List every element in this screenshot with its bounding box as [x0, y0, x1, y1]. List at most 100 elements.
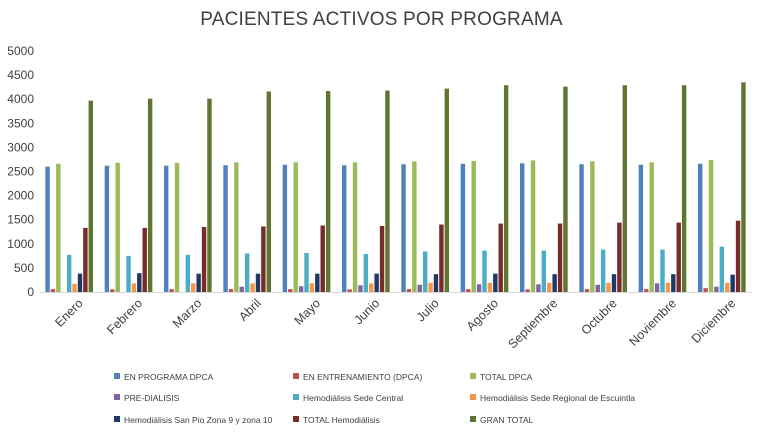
- bar: [547, 282, 552, 292]
- bar: [169, 289, 174, 292]
- x-tick-label: Octubre: [578, 296, 619, 337]
- legend-label: TOTAL DPCA: [480, 372, 533, 382]
- legend-label: Hemodiálisis San Pio Zona 9 y zona 10: [124, 415, 273, 425]
- x-tick-label: Agosto: [464, 296, 501, 333]
- bar: [482, 250, 487, 292]
- bar: [147, 98, 153, 292]
- bar: [261, 226, 266, 292]
- bar: [665, 282, 671, 292]
- bar: [137, 273, 142, 292]
- bar: [115, 162, 120, 292]
- bar: [520, 163, 525, 292]
- legend-label: PRE-DIALISIS: [124, 393, 180, 403]
- bar: [525, 289, 530, 292]
- legend-swatch: [470, 416, 476, 422]
- y-tick-label: 3000: [7, 140, 34, 154]
- bar: [293, 162, 298, 292]
- bar: [681, 85, 687, 292]
- legend-swatch: [293, 416, 299, 422]
- bar: [719, 246, 725, 292]
- bar: [196, 273, 201, 292]
- bar: [476, 284, 482, 292]
- bar: [735, 220, 741, 292]
- bar: [66, 254, 72, 292]
- x-tick-label: Enero: [52, 296, 86, 330]
- bar: [741, 82, 746, 292]
- bar: [730, 274, 735, 292]
- bar: [698, 163, 703, 292]
- bar: [466, 289, 471, 292]
- x-tick-label: Julio: [414, 296, 442, 324]
- bar: [228, 289, 234, 292]
- bar: [422, 251, 428, 292]
- bar: [374, 273, 379, 292]
- bar: [201, 226, 207, 292]
- bar: [131, 283, 137, 292]
- bar: [460, 163, 466, 292]
- bar: [110, 289, 115, 292]
- bar: [207, 98, 212, 292]
- x-tick-label: Mayo: [292, 296, 324, 328]
- bar: [503, 85, 509, 292]
- bar: [417, 284, 422, 292]
- x-tick-label: Junio: [351, 296, 382, 327]
- bar: [714, 286, 719, 292]
- bar: [50, 289, 56, 292]
- legend-label: EN ENTRENAMIENTO (DPCA): [303, 372, 422, 382]
- bar: [622, 85, 627, 292]
- bar: [606, 282, 611, 292]
- bar: [638, 164, 644, 292]
- bar: [45, 166, 50, 292]
- bar: [541, 250, 547, 292]
- bar: [234, 162, 239, 292]
- x-tick-label: Septiembre: [505, 296, 560, 351]
- bar: [363, 253, 369, 292]
- bar: [406, 289, 412, 292]
- x-tick-label: Marzo: [170, 296, 204, 330]
- bar: [288, 289, 293, 292]
- legend-swatch: [293, 373, 299, 379]
- bar: [552, 274, 557, 292]
- bar: [369, 283, 374, 292]
- bar: [298, 286, 304, 292]
- y-tick-label: 2000: [7, 189, 34, 203]
- legend-swatch: [114, 394, 120, 400]
- bar: [611, 274, 617, 292]
- bar: [185, 254, 191, 292]
- bar: [617, 222, 622, 292]
- bar: [654, 283, 660, 292]
- bar: [428, 282, 433, 292]
- bar: [498, 223, 503, 292]
- bar: [644, 289, 649, 292]
- chart-title: PACIENTES ACTIVOS POR PROGRAMA: [200, 9, 563, 30]
- bar: [309, 283, 315, 292]
- bar: [142, 227, 147, 292]
- bar: [385, 90, 390, 293]
- bar: [174, 162, 180, 292]
- bar: [164, 165, 169, 292]
- bar: [676, 222, 681, 292]
- bar: [104, 165, 110, 292]
- x-tick-label: Abril: [236, 296, 264, 324]
- y-tick-label: 2500: [7, 165, 34, 179]
- bar: [358, 285, 363, 292]
- bar: [660, 249, 665, 292]
- bar: [320, 225, 325, 292]
- bar: [600, 249, 606, 292]
- y-tick-label: 1000: [7, 237, 34, 251]
- bar: [557, 223, 563, 292]
- bar: [590, 161, 595, 292]
- bar: [530, 160, 536, 292]
- y-tick-label: 1500: [7, 213, 34, 227]
- bar: [379, 225, 385, 292]
- bar: [439, 224, 444, 292]
- y-tick-label: 4500: [7, 68, 34, 82]
- legend-label: EN PROGRAMA DPCA: [124, 372, 214, 382]
- bar: [595, 284, 600, 292]
- bar: [725, 282, 730, 292]
- bar: [487, 282, 493, 292]
- legend-label: Hemodiálisis Sede Central: [303, 393, 403, 403]
- bar: [352, 162, 358, 292]
